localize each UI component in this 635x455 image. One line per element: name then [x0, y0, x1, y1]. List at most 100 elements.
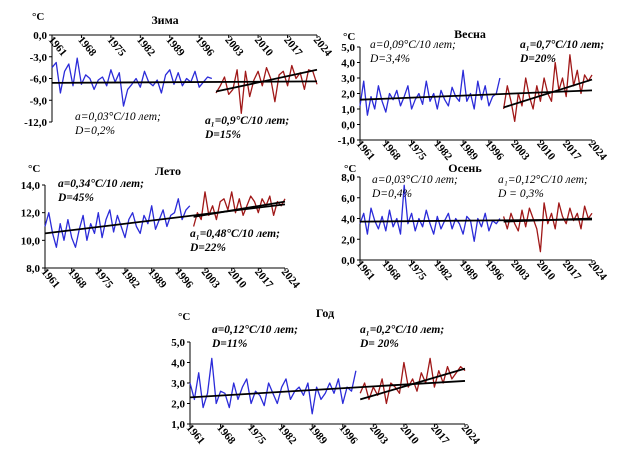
x-tick-label: 2003 [508, 258, 532, 283]
trend-line-recent [215, 68, 318, 93]
x-tick-label: 1982 [119, 266, 143, 291]
trend-annotation-recent: D = 0,3% [497, 188, 544, 200]
y-tick-label: 1,0 [341, 104, 355, 116]
y-tick-label: 0,0 [341, 255, 355, 267]
trend-annotation-full: a=0,34°C/10 лет; [58, 178, 144, 190]
x-tick-label: 1968 [379, 258, 403, 283]
trend-annotation-recent: a₁=0,12°C/10 лет; [498, 174, 588, 186]
x-tick-label: 1975 [92, 266, 116, 291]
x-tick-label: 2017 [428, 422, 452, 447]
x-tick-label: 1989 [145, 266, 169, 291]
y-tick-label: 4,0 [341, 214, 355, 226]
y-tick-label: 3,0 [341, 73, 355, 85]
x-tick-label: 1961 [184, 422, 207, 447]
trend-line-full [189, 380, 466, 399]
trend-annotation-full: a=0,09°C/10 лет; [370, 39, 456, 51]
x-tick-label: 2017 [560, 138, 584, 163]
trend-annotation-recent: D= 20% [359, 338, 399, 350]
x-tick-label: 2024 [586, 258, 610, 283]
x-tick-label: 1996 [336, 422, 360, 447]
y-unit-label: °C [343, 31, 355, 43]
y-tick-label: 14,0 [21, 180, 41, 192]
x-tick-label: 2003 [508, 138, 532, 163]
y-tick-label: 1,0 [171, 419, 185, 431]
trend-annotation-full: a=0,03°C/10 лет; [75, 111, 161, 123]
panel-title: Лето [155, 164, 181, 178]
x-tick-label: 1996 [483, 258, 507, 283]
y-tick-label: 4,0 [341, 58, 355, 70]
trend-line-recent [193, 200, 286, 218]
x-tick-label: 1961 [354, 258, 377, 283]
x-tick-label: 1975 [405, 258, 429, 283]
y-unit-label: °C [32, 11, 44, 23]
trend-annotation-full: D=45% [57, 192, 94, 204]
series-late-line [192, 191, 286, 227]
series-early-line [359, 69, 501, 116]
y-unit-label: °C [178, 311, 190, 323]
trend-line-full [44, 203, 286, 235]
x-tick-label: 1982 [275, 422, 299, 447]
trend-annotation-full: D=3,4% [369, 53, 410, 65]
x-tick-label: 2017 [252, 266, 276, 291]
trend-line-recent [503, 78, 593, 109]
series-late-line [359, 357, 466, 405]
x-tick-label: 1968 [379, 138, 403, 163]
x-tick-label: 2010 [534, 138, 558, 163]
x-tick-label: 1989 [457, 138, 481, 163]
trend-line-recent [503, 217, 593, 223]
trend-annotation-recent: D=22% [189, 242, 226, 254]
y-tick-label: 6,0 [341, 193, 355, 205]
x-tick-label: 2010 [398, 422, 422, 447]
x-tick-label: 1975 [405, 138, 429, 163]
x-tick-label: 1989 [163, 34, 187, 59]
trend-annotation-full: D=11% [211, 338, 247, 350]
x-tick-label: 1961 [354, 138, 377, 163]
x-tick-label: 1968 [214, 422, 238, 447]
x-tick-label: 1968 [65, 266, 89, 291]
y-tick-label: 10,0 [21, 235, 41, 247]
series-early-line [189, 357, 357, 415]
x-tick-label: 1975 [105, 34, 129, 59]
y-tick-label: 5,0 [171, 337, 185, 349]
trend-annotation-full: D=0,2% [74, 125, 115, 137]
trend-annotation-full: a=0,03°C/10 лет; [372, 174, 458, 186]
x-tick-label: 2010 [225, 266, 249, 291]
x-tick-label: 1975 [245, 422, 269, 447]
x-tick-label: 1961 [46, 34, 69, 59]
panel-title: Весна [454, 27, 486, 41]
y-tick-label: 4,0 [171, 358, 185, 370]
x-tick-label: 1982 [431, 258, 455, 283]
x-tick-label: 2003 [367, 422, 391, 447]
trend-line-recent [359, 367, 466, 401]
x-tick-label: 1982 [134, 34, 158, 59]
y-tick-label: -6,0 [30, 74, 48, 86]
x-tick-label: 2024 [459, 422, 483, 447]
y-tick-label: 0,0 [33, 30, 47, 42]
x-tick-label: 1996 [483, 138, 507, 163]
trend-annotation-recent: a₁=0,48°C/10 лет; [190, 228, 280, 240]
x-tick-label: 2017 [560, 258, 584, 283]
y-unit-label: °C [344, 163, 356, 175]
y-unit-label: °C [28, 163, 40, 175]
trend-annotation-recent: a₁=0,9°C/10 лет; [205, 115, 289, 127]
x-tick-label: 2010 [534, 258, 558, 283]
trend-annotation-recent: D=20% [519, 53, 556, 65]
y-tick-label: 5,0 [341, 42, 355, 54]
x-tick-label: 2024 [279, 266, 303, 291]
y-tick-label: 3,0 [171, 378, 185, 390]
trend-line-full [51, 80, 318, 84]
x-tick-label: 2017 [281, 34, 305, 59]
x-tick-label: 2003 [222, 34, 246, 59]
y-tick-label: 12,0 [21, 208, 41, 220]
x-tick-label: 1996 [193, 34, 217, 59]
series-early-line [51, 57, 213, 107]
y-tick-label: 8,0 [341, 172, 355, 184]
panel-title: Зима [151, 13, 178, 27]
trend-annotation-full: a=0,12°C/10 лет; [212, 324, 298, 336]
x-tick-label: 1961 [39, 266, 62, 291]
trend-annotation-recent: a₁=0,2°C/10 лет; [360, 324, 444, 336]
